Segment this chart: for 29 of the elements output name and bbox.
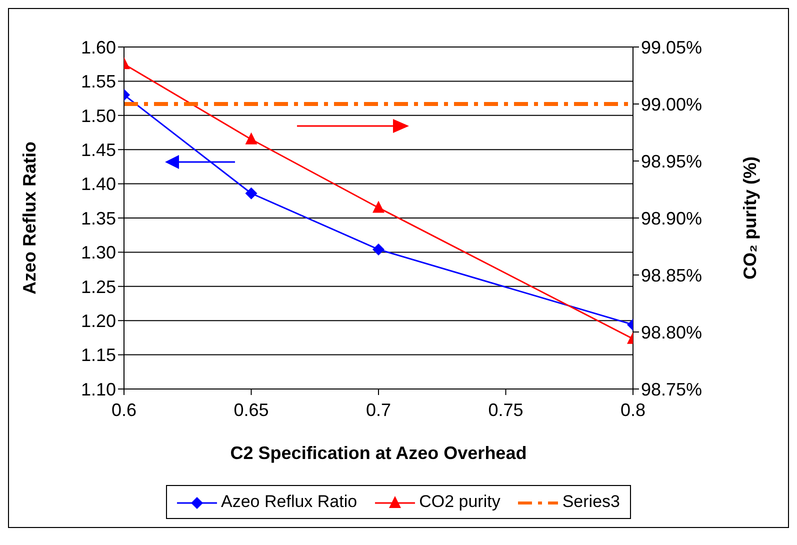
y-tick-label: 1.20 [80,310,116,331]
y-tick-label: 1.10 [80,379,116,400]
y2-tick-label: 98.75% [641,379,702,400]
y-tick-label: 1.25 [80,276,116,297]
y-tick-label: 1.40 [80,174,116,194]
y-tick-label: 1.30 [80,242,116,263]
x-tick-label: 0.75 [488,400,524,420]
y2-tick-label: 99.00% [641,94,702,114]
y-tick-label: 1.50 [80,106,116,126]
legend-label: Azeo Reflux Ratio [220,492,358,512]
y2-tick-label: 99.05% [641,37,702,58]
y2-tick-label: 98.90% [641,208,702,228]
x-tick-label: 0.8 [620,400,646,420]
y-tick-label: 1.55 [80,72,116,92]
y-tick-label: 1.45 [80,140,116,160]
x-tick-label: 0.7 [366,400,392,420]
y-axis-title: Azeo Reflux Ratio [19,141,40,295]
y-tick-label: 1.15 [80,345,116,366]
x-tick-label: 0.65 [234,400,269,420]
legend-label: Series3 [561,492,620,512]
legend-label: CO2 purity [418,492,500,512]
y2-axis-title: CO₂ purity (%) [740,156,760,280]
x-tick-label: 0.6 [111,400,137,420]
y2-tick-label: 98.80% [641,322,702,342]
x-axis-title: C2 Specification at Azeo Overhead [230,443,527,463]
y-tick-label: 1.35 [80,208,116,228]
y2-tick-label: 98.85% [641,265,702,286]
y-tick-label: 1.60 [80,37,116,58]
y2-tick-label: 98.95% [641,151,702,172]
